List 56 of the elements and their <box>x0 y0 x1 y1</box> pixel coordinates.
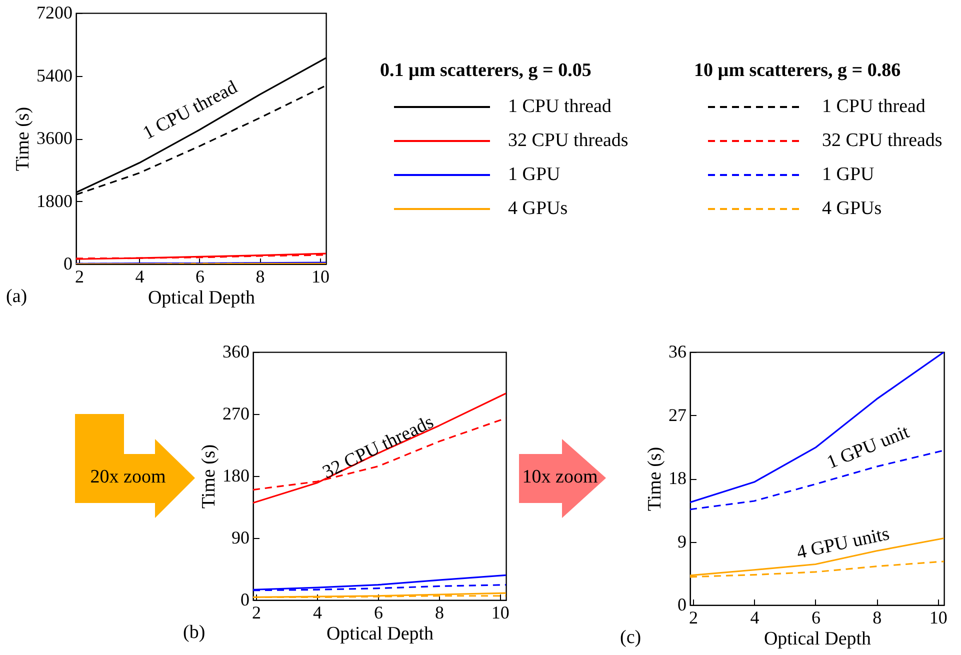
annotation: 32 CPU threads <box>320 412 437 484</box>
x-tick-label: 2 <box>75 266 84 286</box>
y-tick-label: 36 <box>668 342 686 362</box>
y-axis-title: Time (s) <box>198 444 220 509</box>
text: 4 GPUs <box>822 198 882 220</box>
text: (a) <box>6 286 28 308</box>
y-tick-label: 90 <box>232 528 250 548</box>
x-tick-label: 2 <box>252 602 262 622</box>
x-tick-label: 8 <box>256 266 265 286</box>
text: 20x zoom <box>90 466 166 488</box>
y-tick-label: 3600 <box>36 128 72 148</box>
x-tick-label: 6 <box>811 608 820 628</box>
x-axis-title: Optical Depth <box>326 624 434 644</box>
x-tick-label: 10 <box>929 608 948 628</box>
x-axis-title: Optical Depth <box>764 628 872 650</box>
text: 32 CPU threads <box>822 130 942 152</box>
x-tick-label: 4 <box>750 608 760 628</box>
annotation: 4 GPU units <box>794 523 892 564</box>
y-tick-label: 180 <box>222 466 250 486</box>
x-tick-label: 6 <box>195 266 204 286</box>
y-tick-label: 0 <box>678 594 686 614</box>
text: (b) <box>183 622 206 644</box>
y-axis-title: Time (s) <box>644 446 666 512</box>
line-series <box>253 392 506 504</box>
text: 10x zoom <box>522 466 598 488</box>
y-tick-label: 360 <box>222 342 250 362</box>
x-axis-title: Optical Depth <box>148 288 256 308</box>
x-tick-label: 8 <box>434 602 444 622</box>
text: (c) <box>620 627 642 649</box>
y-tick-label: 7200 <box>36 2 72 22</box>
text: 4 GPUs <box>508 198 568 220</box>
y-tick-label: 270 <box>222 404 250 424</box>
text: 10 µm scatterers, g = 0.86 <box>694 60 902 83</box>
y-tick-label: 0 <box>64 254 72 274</box>
x-tick-label: 8 <box>872 608 882 628</box>
annotation: 1 GPU unit <box>824 421 913 474</box>
text: 32 CPU threads <box>508 130 628 152</box>
y-tick-label: 27 <box>668 404 686 425</box>
x-tick-label: 10 <box>311 266 330 286</box>
y-tick-label: 18 <box>668 468 686 488</box>
x-tick-label: 2 <box>689 608 698 628</box>
text: 1 CPU thread <box>508 96 612 118</box>
y-axis-title: Time (s) <box>12 106 34 172</box>
x-tick-label: 4 <box>313 602 322 622</box>
text: 0.1 µm scatterers, g = 0.05 <box>380 60 592 83</box>
text: 1 GPU <box>508 164 560 186</box>
y-tick-label: 9 <box>678 531 686 552</box>
y-tick-label: 1800 <box>36 190 72 211</box>
y-tick-label: 5400 <box>36 65 72 86</box>
line-series <box>690 352 944 504</box>
y-tick-label: 0 <box>240 590 250 610</box>
text: 1 CPU thread <box>822 96 926 118</box>
text: 1 GPU <box>822 164 874 186</box>
x-tick-label: 10 <box>491 602 510 622</box>
x-tick-label: 6 <box>374 602 383 622</box>
x-tick-label: 4 <box>135 266 144 286</box>
